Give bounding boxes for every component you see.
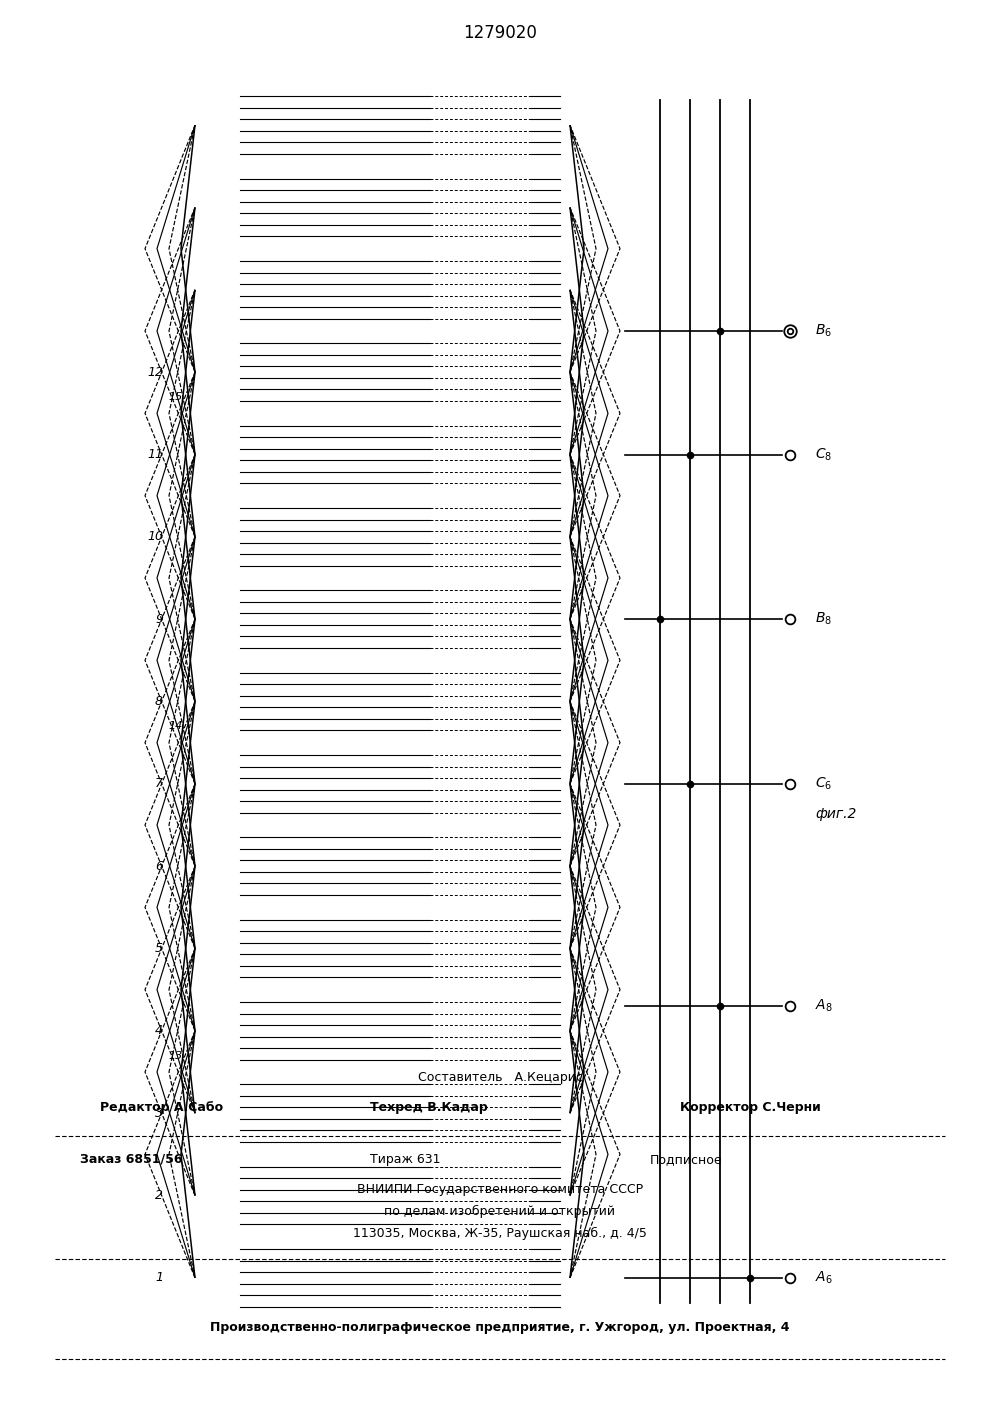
Text: Корректор С.Черни: Корректор С.Черни [680,1102,821,1114]
Text: 13: 13 [169,1051,183,1060]
Text: 5: 5 [155,942,163,954]
Text: 3: 3 [155,1107,163,1120]
Text: $C_{6}$: $C_{6}$ [815,776,832,792]
Text: Редактор А.Сабо: Редактор А.Сабо [100,1102,223,1114]
Text: Составитель   А.Кецарис: Составитель А.Кецарис [418,1070,582,1085]
Text: 113035, Москва, Ж-35, Раушская наб., д. 4/5: 113035, Москва, Ж-35, Раушская наб., д. … [353,1227,647,1240]
Text: $A_{6}$: $A_{6}$ [815,1270,833,1287]
Text: 6: 6 [155,860,163,872]
Text: ВНИИПИ Государственного комитета СССР: ВНИИПИ Государственного комитета СССР [357,1184,643,1196]
Text: 2: 2 [155,1189,163,1202]
Text: 1: 1 [155,1271,163,1284]
Text: 7: 7 [155,778,163,790]
Text: 9: 9 [155,612,163,625]
Text: Техред В.Кадар: Техред В.Кадар [370,1102,488,1114]
Text: $B_{8}$: $B_{8}$ [815,611,832,628]
Text: Производственно-полиграфическое предприятие, г. Ужгород, ул. Проектная, 4: Производственно-полиграфическое предприя… [210,1321,790,1333]
Text: $C_{8}$: $C_{8}$ [815,447,832,462]
Text: Заказ 6851/56: Заказ 6851/56 [80,1152,182,1167]
Text: Тираж 631: Тираж 631 [370,1152,440,1167]
Text: $B_{6}$: $B_{6}$ [815,322,832,339]
Text: 15: 15 [169,392,183,402]
Text: фиг.2: фиг.2 [815,807,856,822]
Text: 12: 12 [147,366,163,379]
Text: 11: 11 [147,448,163,461]
Text: 10: 10 [147,530,163,543]
Text: Подписное: Подписное [650,1152,723,1167]
Text: 14: 14 [169,721,183,731]
Text: 8: 8 [155,696,163,708]
Text: по делам изобретений и открытий: по делам изобретений и открытий [384,1205,616,1217]
Text: $A_{8}$: $A_{8}$ [815,998,833,1014]
Text: 4: 4 [155,1024,163,1038]
Text: 1279020: 1279020 [463,24,537,42]
